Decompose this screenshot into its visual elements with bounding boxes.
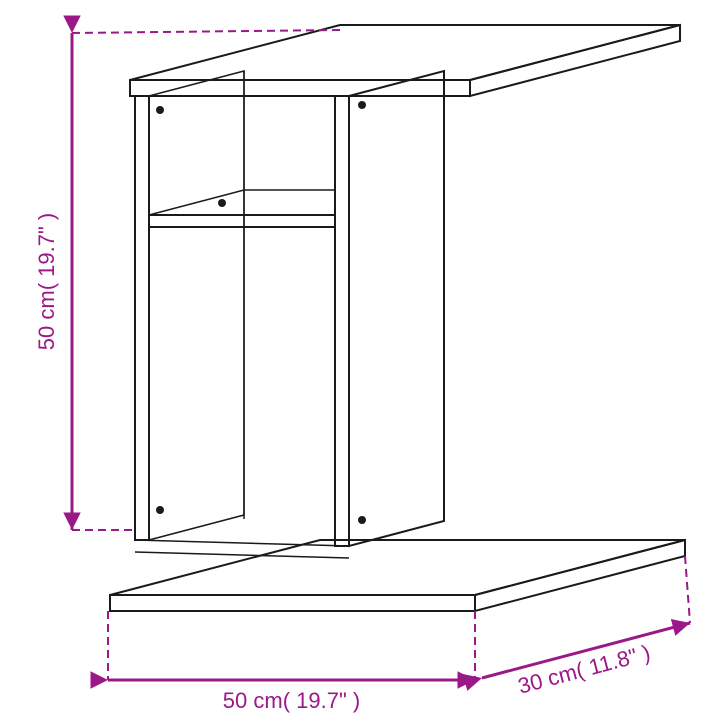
dimension-diagram: 50 cm( 19.7" ) 50 cm( 19.7" ) 30 cm( 11.8"… xyxy=(0,0,720,720)
screw-dot xyxy=(358,516,366,524)
side-table-illustration xyxy=(110,25,685,611)
screw-dot xyxy=(156,106,164,114)
screw-dot xyxy=(358,101,366,109)
dimension-label-height: 50 cm( 19.7" ) xyxy=(34,213,59,350)
dimension-label-width: 50 cm( 19.7" ) xyxy=(223,688,360,713)
screw-dot xyxy=(156,506,164,514)
dimension-label-depth: 30 cm( 11.8" ) xyxy=(515,640,653,699)
screw-dot xyxy=(218,199,226,207)
